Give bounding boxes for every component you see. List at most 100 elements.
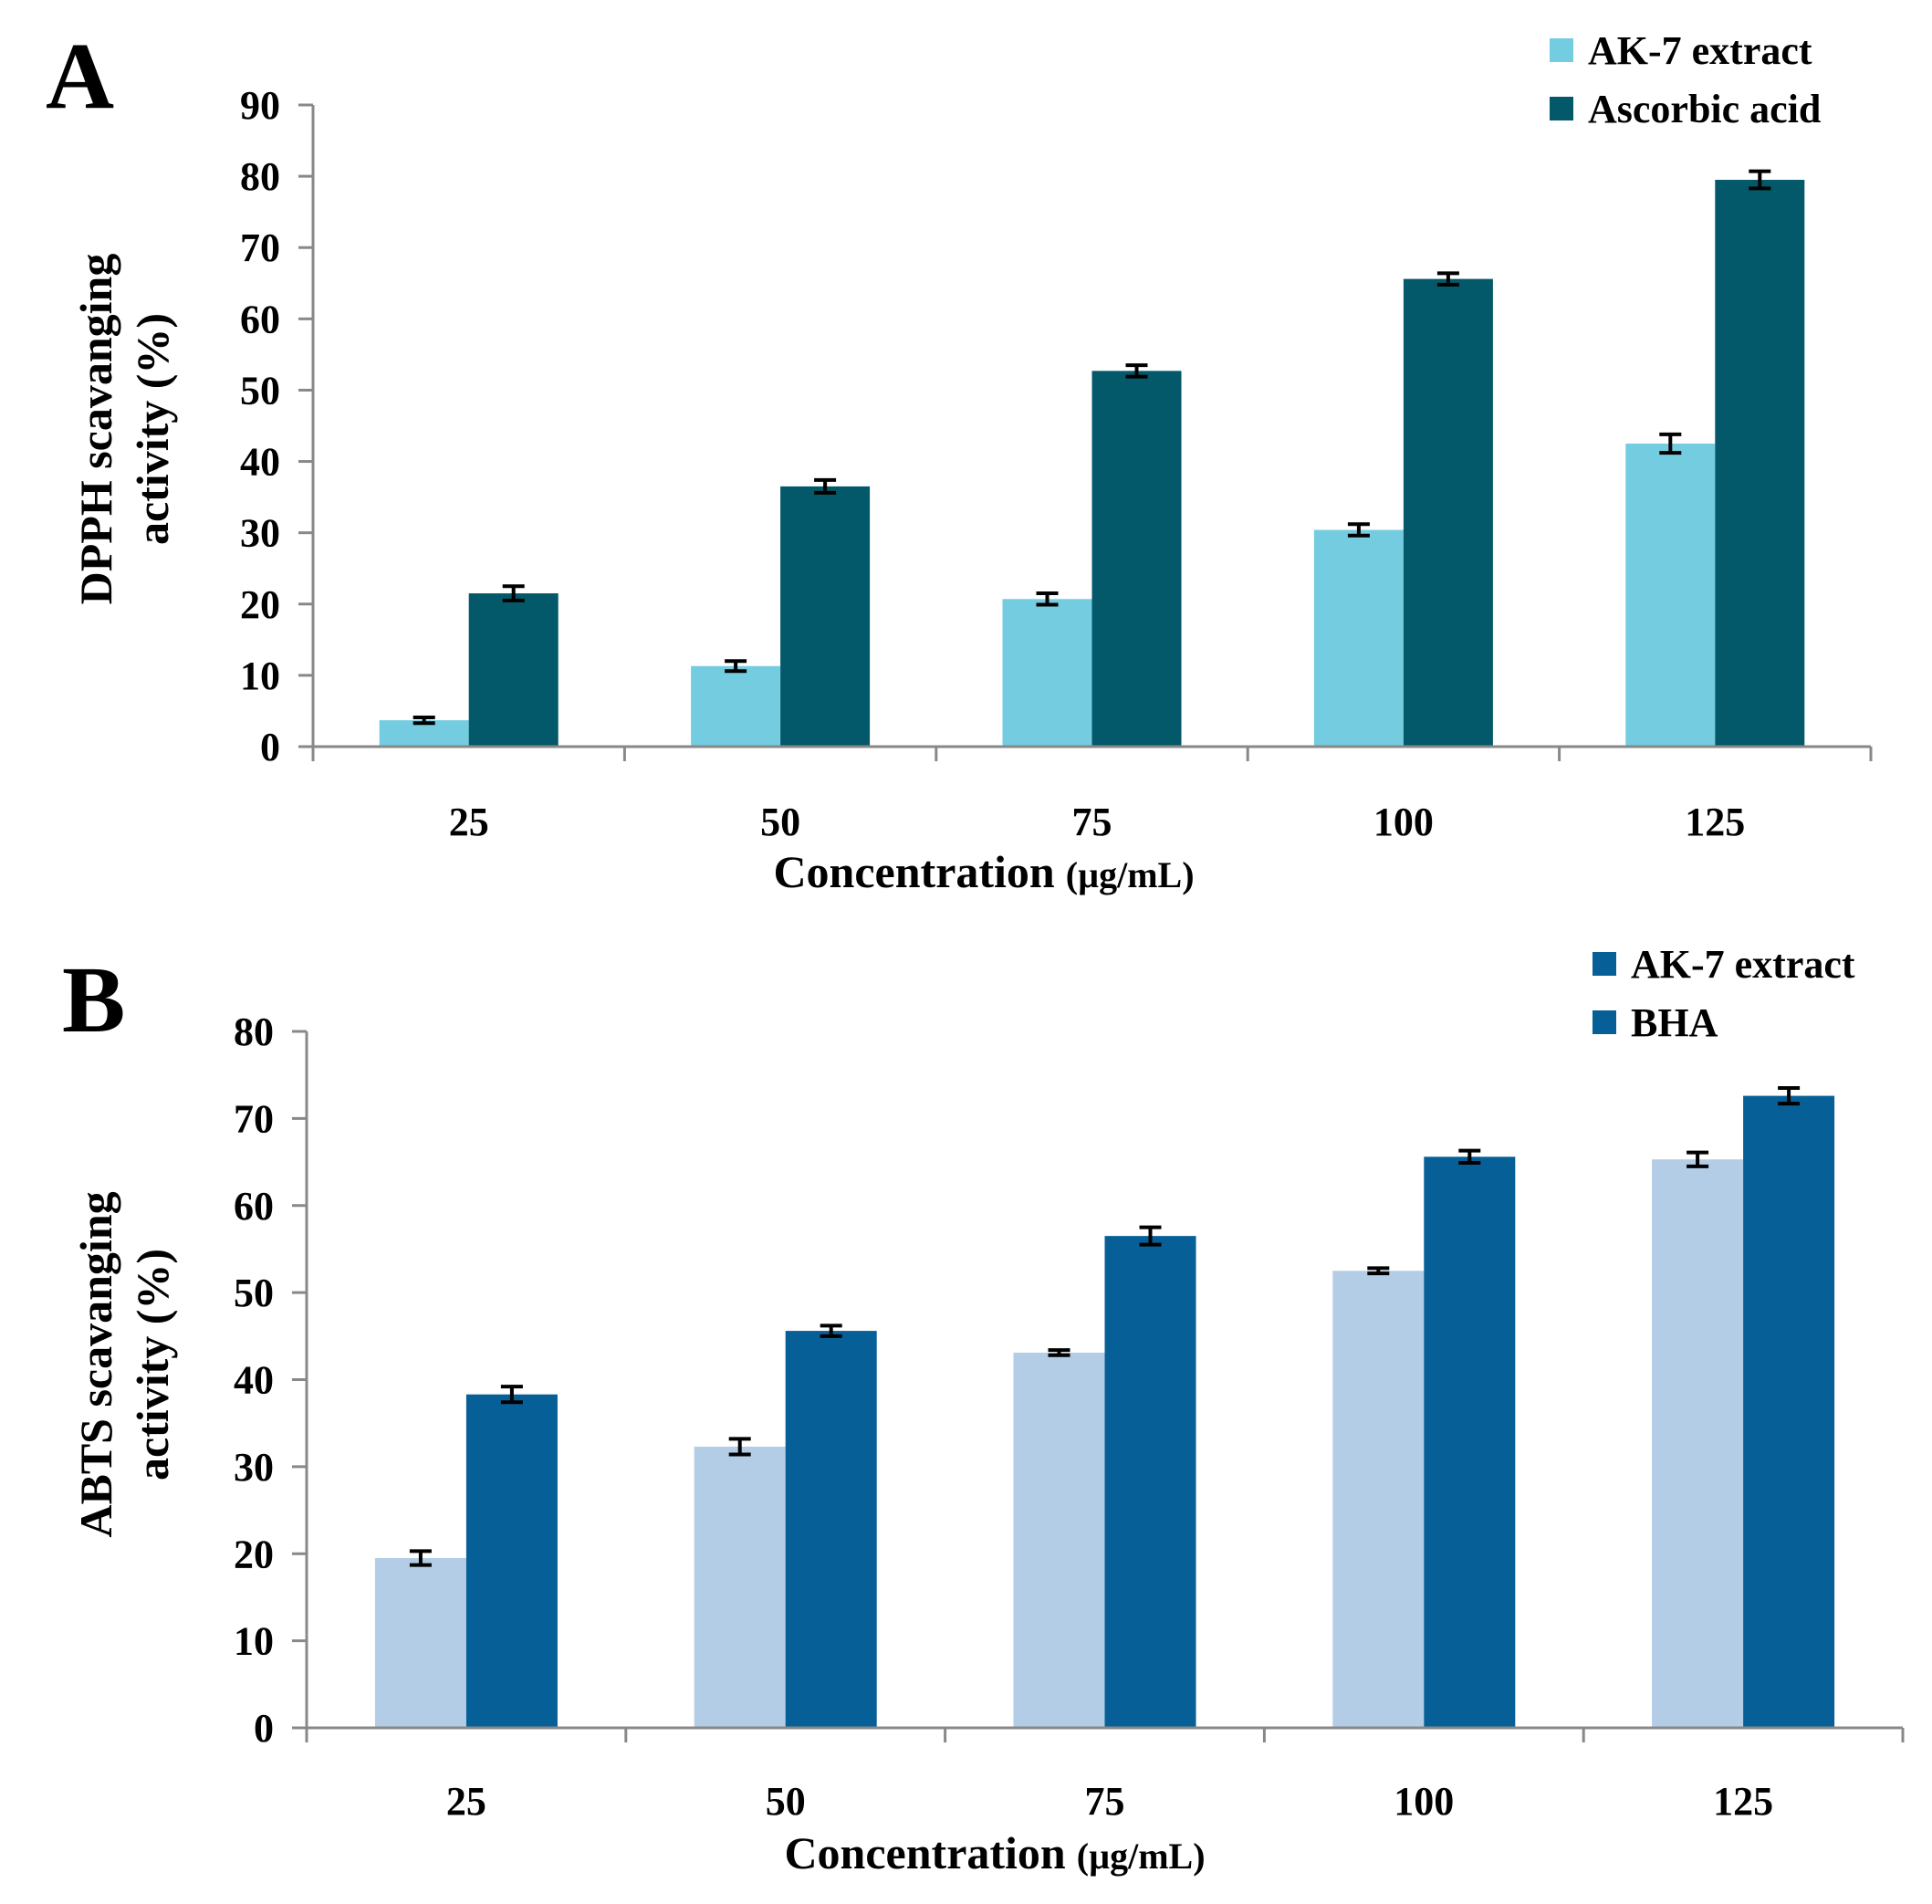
- panel-a-legend: AK-7 extract Ascorbic acid: [1550, 28, 1821, 131]
- panel-a-bars: [379, 180, 1805, 747]
- error-bar-bha-25: [500, 1385, 523, 1405]
- y-tick-label: 60: [234, 1184, 274, 1229]
- x-axis-unit: (µg/mL): [1066, 854, 1195, 895]
- x-tick-label: 125: [1713, 1779, 1773, 1824]
- y-tick-label: 20: [234, 1532, 274, 1576]
- panel-a-y-axis-title: DPPH scavanging activity (%): [70, 254, 178, 605]
- y-axis-title-line2: activity (%): [127, 313, 178, 545]
- x-tick-label: 100: [1394, 1779, 1454, 1824]
- y-tick-label: 30: [240, 511, 280, 556]
- panel-a-error-bars: [413, 169, 1771, 726]
- error-bar-ascorbic-acid-50: [814, 477, 837, 495]
- error-bar-ascorbic-acid-25: [502, 584, 525, 602]
- y-tick-label: 50: [234, 1271, 274, 1315]
- panel-a-axes: [298, 103, 1873, 761]
- x-axis-unit: (µg/mL): [1077, 1836, 1206, 1877]
- x-axis-title-text: Concentration: [773, 846, 1054, 897]
- bar-bha-50: [785, 1331, 877, 1728]
- y-tick-label: 20: [240, 582, 280, 627]
- bar-ak7-extract-100: [1313, 529, 1404, 747]
- error-bar-ak7-extract-25: [413, 715, 435, 726]
- x-tick-label: 50: [766, 1779, 806, 1824]
- panel-b-x-tick-labels: 25 50 75 100 125: [446, 1779, 1773, 1824]
- x-tick-label: 50: [760, 800, 800, 844]
- x-tick-label: 75: [1085, 1779, 1125, 1824]
- error-bar-bha-50: [820, 1323, 842, 1338]
- error-bar-ascorbic-acid-125: [1749, 169, 1771, 191]
- legend-swatch-ascorbic-acid: [1550, 97, 1573, 120]
- bar-ascorbic-acid-50: [780, 486, 871, 747]
- bar-ascorbic-acid-125: [1715, 180, 1805, 747]
- legend-label-ak7-extract: AK-7 extract: [1588, 28, 1812, 73]
- panel-letter-b: B: [62, 947, 125, 1052]
- bar-bha-100: [1424, 1156, 1516, 1728]
- legend-swatch-ak7-extract: [1593, 952, 1616, 976]
- legend-swatch-ak7-extract: [1550, 38, 1573, 62]
- error-bar-bha-100: [1458, 1148, 1481, 1166]
- y-axis-title-line1: ABTS scavanging: [70, 1191, 121, 1537]
- y-tick-label: 40: [240, 440, 280, 485]
- y-tick-label: 10: [234, 1619, 274, 1664]
- y-axis-title-line2: activity (%): [127, 1249, 178, 1480]
- y-tick-label: 50: [240, 368, 280, 413]
- bar-ak7-extract-50: [694, 1446, 786, 1728]
- bar-ascorbic-acid-25: [468, 593, 559, 747]
- legend-label-ak7-extract: AK-7 extract: [1631, 942, 1855, 987]
- bar-ak7-extract-25: [374, 1558, 466, 1728]
- error-bar-ak7-extract-125: [1687, 1150, 1709, 1168]
- error-bar-ak7-extract-75: [1048, 1348, 1070, 1357]
- y-tick-label: 40: [234, 1358, 274, 1403]
- panel-b-bars: [374, 1095, 1835, 1728]
- x-tick-label: 25: [449, 800, 489, 844]
- x-tick-label: 75: [1072, 800, 1112, 844]
- bar-ascorbic-acid-100: [1403, 278, 1493, 747]
- panel-b-y-axis-title: ABTS scavanging activity (%): [70, 1191, 178, 1537]
- panel-b-y-tick-labels: 0 10 20 30 40 50 60 70 80: [234, 1010, 274, 1751]
- error-bar-ak7-extract-125: [1659, 432, 1682, 455]
- y-tick-label: 70: [240, 225, 280, 270]
- error-bar-bha-75: [1139, 1225, 1162, 1247]
- panel-a-x-tick-labels: 25 50 75 100 125: [449, 800, 1746, 844]
- error-bar-bha-125: [1778, 1085, 1801, 1106]
- bar-ak7-extract-50: [691, 665, 781, 747]
- bar-ak7-extract-75: [1013, 1352, 1105, 1728]
- y-tick-label: 0: [260, 725, 280, 769]
- bar-ascorbic-acid-75: [1091, 371, 1182, 747]
- bar-bha-75: [1104, 1236, 1196, 1728]
- error-bar-ak7-extract-75: [1036, 591, 1059, 607]
- panel-a-dpph-chart: A AK-7 extract Ascorbic acid DPPH scavan…: [46, 24, 1873, 897]
- x-tick-label: 125: [1685, 800, 1745, 844]
- error-bar-ak7-extract-100: [1347, 522, 1370, 538]
- panel-b-legend: AK-7 extract BHA: [1593, 942, 1855, 1045]
- legend-label-bha: BHA: [1631, 1000, 1718, 1045]
- y-tick-label: 70: [234, 1096, 274, 1141]
- error-bar-ascorbic-acid-100: [1436, 271, 1459, 287]
- y-tick-label: 0: [254, 1706, 274, 1751]
- legend-label-ascorbic-acid: Ascorbic acid: [1588, 87, 1821, 131]
- x-tick-label: 100: [1373, 800, 1434, 844]
- y-tick-label: 10: [240, 654, 280, 698]
- panel-a-y-tick-labels: 0 10 20 30 40 50 60 70 80 90: [240, 83, 280, 769]
- legend-swatch-bha: [1593, 1010, 1616, 1034]
- panel-letter-a: A: [46, 24, 114, 129]
- panel-b-abts-chart: B AK-7 extract BHA ABTS scavanging activ…: [62, 942, 1905, 1878]
- bar-ak7-extract-125: [1625, 444, 1716, 747]
- error-bar-ak7-extract-25: [409, 1549, 432, 1567]
- panel-b-error-bars: [409, 1085, 1801, 1567]
- error-bar-ak7-extract-50: [728, 1437, 751, 1457]
- panel-b-x-axis-title: Concentration (µg/mL): [784, 1827, 1205, 1878]
- y-tick-label: 30: [234, 1445, 274, 1490]
- bar-ak7-extract-100: [1332, 1271, 1425, 1728]
- bar-ak7-extract-75: [1002, 599, 1092, 747]
- x-axis-title-text: Concentration: [784, 1827, 1065, 1878]
- y-tick-label: 80: [240, 154, 280, 199]
- y-axis-title-line1: DPPH scavanging: [70, 254, 121, 605]
- y-tick-label: 60: [240, 297, 280, 341]
- error-bar-ak7-extract-100: [1367, 1266, 1390, 1276]
- bar-bha-25: [465, 1394, 558, 1728]
- x-tick-label: 25: [446, 1779, 486, 1824]
- y-tick-label: 90: [240, 83, 280, 128]
- bar-bha-125: [1743, 1095, 1835, 1728]
- error-bar-ak7-extract-50: [725, 659, 747, 674]
